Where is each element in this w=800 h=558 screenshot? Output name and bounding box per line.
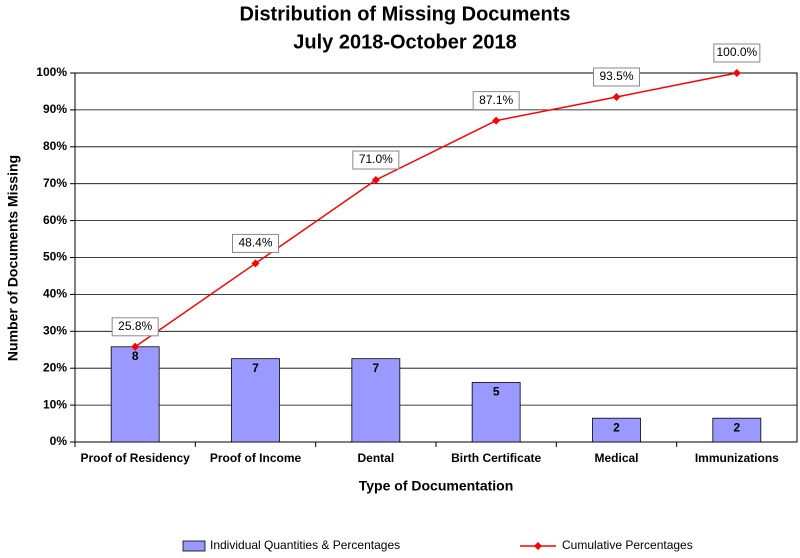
label-box xyxy=(472,91,520,111)
bar-label: 5 xyxy=(493,385,500,399)
x-tick-label: Birth Certificate xyxy=(451,451,541,465)
y-tick-label: 20% xyxy=(43,360,67,374)
point xyxy=(371,176,380,185)
y-tick-label: 0% xyxy=(50,434,68,448)
y-tick-label: 40% xyxy=(43,287,67,301)
bar xyxy=(712,417,762,443)
bar xyxy=(351,358,401,443)
point xyxy=(732,69,741,77)
y-tick-label: 10% xyxy=(43,397,67,411)
legend-swatch xyxy=(182,540,206,552)
bar-label: 8 xyxy=(132,349,139,363)
bar xyxy=(592,417,641,443)
x-tick-label: Proof of Residency xyxy=(80,451,190,465)
label-box xyxy=(713,43,761,63)
point-label: 71.0% xyxy=(359,152,393,166)
x-tick-label: Medical xyxy=(594,451,638,465)
point xyxy=(612,92,621,101)
point-label: 93.5% xyxy=(599,69,633,83)
point xyxy=(131,342,140,351)
y-tick-label: 90% xyxy=(43,102,67,116)
point-label: 87.1% xyxy=(479,93,513,107)
line xyxy=(134,72,737,348)
legend-label: Individual Quantities & Percentages xyxy=(210,538,400,552)
x-tick-label: Proof of Income xyxy=(210,451,302,465)
y-tick-label: 50% xyxy=(43,250,67,264)
point-label: 48.4% xyxy=(238,236,272,250)
y-tick-label: 70% xyxy=(43,176,67,190)
y-tick-label: 100% xyxy=(36,65,67,79)
bar-label: 7 xyxy=(372,361,379,375)
bar-label: 2 xyxy=(613,420,620,434)
bar-label: 2 xyxy=(733,420,740,434)
bar xyxy=(471,382,521,443)
x-tick-label: Immunizations xyxy=(695,451,779,465)
point xyxy=(492,116,501,125)
bar xyxy=(231,358,280,443)
legend-marker xyxy=(534,542,542,550)
label-box xyxy=(232,233,279,253)
legend-label: Cumulative Percentages xyxy=(562,538,693,552)
y-tick-label: 60% xyxy=(43,213,67,227)
bar-label: 7 xyxy=(252,361,259,375)
point xyxy=(251,259,260,268)
point-label: 25.8% xyxy=(118,319,152,333)
label-box xyxy=(593,67,640,87)
label-box xyxy=(111,317,159,337)
label-box xyxy=(352,150,400,170)
bar xyxy=(110,346,160,443)
x-axis-title: Type of Documentation xyxy=(359,478,514,494)
point-label: 100.0% xyxy=(716,45,757,59)
chart-subtitle: July 2018-October 2018 xyxy=(293,31,516,53)
x-tick-label: Dental xyxy=(357,451,394,465)
chart-title: Distribution of Missing Documents xyxy=(239,3,570,25)
y-tick-label: 80% xyxy=(43,139,67,153)
y-tick-label: 30% xyxy=(43,323,67,337)
y-axis-title: Number of Documents Missing xyxy=(5,155,21,361)
